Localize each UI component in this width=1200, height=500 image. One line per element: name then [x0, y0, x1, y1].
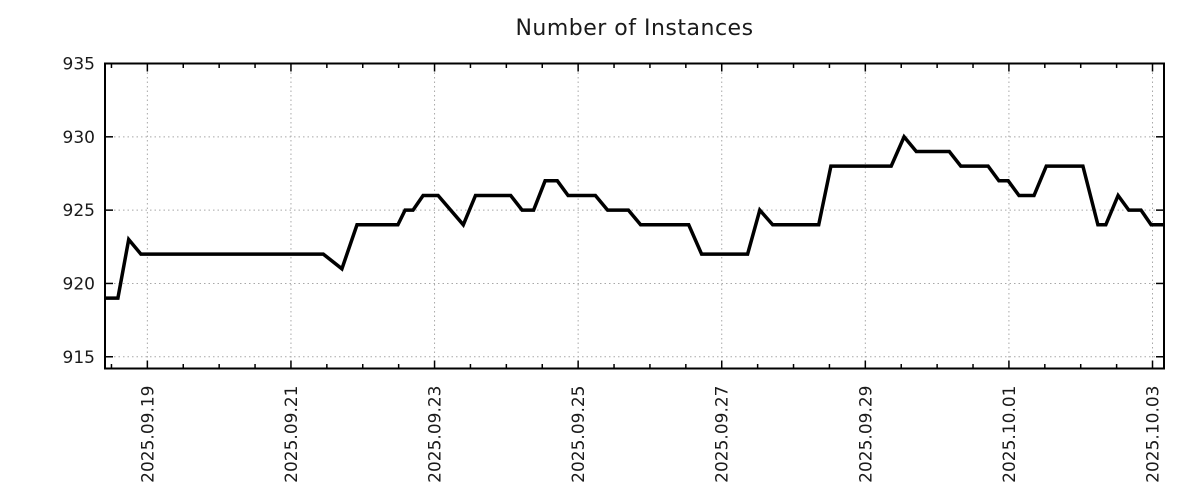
x-tick-label: 2025.09.23 — [426, 386, 446, 483]
y-tick-label: 935 — [63, 55, 95, 75]
x-tick-label: 2025.09.27 — [713, 386, 733, 483]
x-tick-label: 2025.09.25 — [569, 386, 589, 483]
y-tick-label: 915 — [63, 348, 95, 368]
plot-frame — [104, 62, 1165, 370]
x-tick-label: 2025.10.01 — [1000, 386, 1020, 483]
x-tick-label: 2025.09.21 — [282, 386, 302, 483]
y-tick-label: 930 — [63, 128, 95, 148]
y-tick-label: 920 — [63, 274, 95, 294]
data-line-instances — [105, 133, 1164, 300]
x-tick-label: 2025.09.19 — [138, 386, 158, 483]
x-tick-label: 2025.09.29 — [856, 386, 876, 483]
chart-title: Number of Instances — [515, 16, 754, 41]
x-tick-label: 2025.10.03 — [1144, 386, 1164, 483]
y-tick-label: 925 — [63, 201, 95, 221]
